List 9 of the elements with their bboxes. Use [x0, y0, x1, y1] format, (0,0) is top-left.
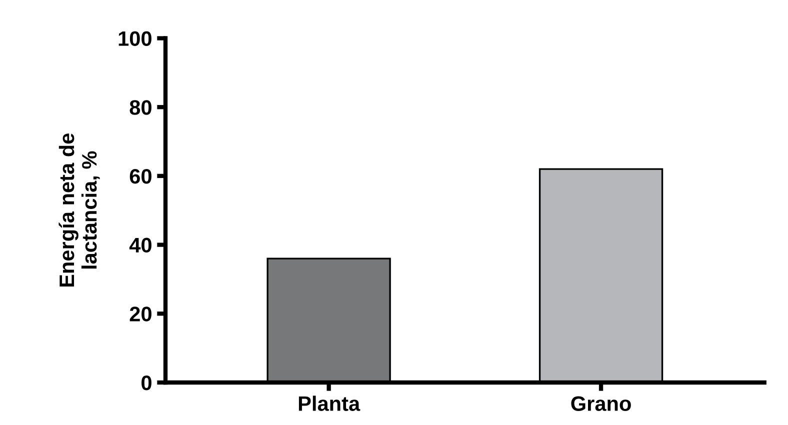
y-tick-label: 100	[118, 31, 152, 46]
y-tick-label: 80	[130, 100, 152, 115]
y-tick-label: 40	[129, 238, 152, 253]
x-tick-label: Planta	[298, 396, 360, 411]
y-axis-title: Energía neta de lactancia, %	[58, 134, 100, 287]
x-tick-label: Grano	[571, 396, 631, 411]
y-tick-label: 20	[130, 306, 152, 322]
y-tick-label: 60	[130, 168, 152, 184]
y-tick-label: 0	[142, 376, 152, 390]
